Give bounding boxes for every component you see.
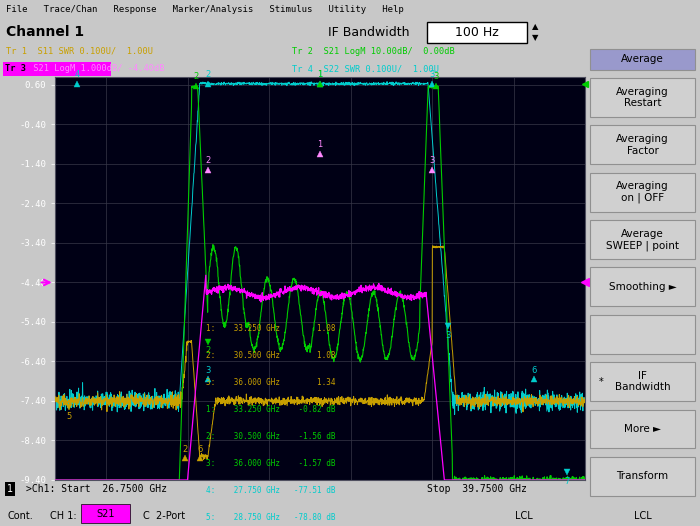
Bar	[589, 220, 695, 259]
Text: 3: 3	[433, 72, 439, 81]
Text: 2: 2	[205, 70, 211, 79]
Text: 1: 1	[7, 484, 13, 494]
Text: 2: 2	[183, 444, 188, 453]
Text: Tr 1  S11 SWR 0.100U/  1.00U: Tr 1 S11 SWR 0.100U/ 1.00U	[6, 47, 153, 56]
Text: 100 Hz: 100 Hz	[455, 26, 498, 39]
Bar	[589, 173, 695, 212]
Text: 1: 1	[317, 70, 323, 79]
Text: 3:    36.000 GHz        1.34: 3: 36.000 GHz 1.34	[206, 378, 335, 387]
Text: 1: 1	[317, 70, 323, 79]
Text: S21: S21	[96, 509, 115, 519]
Text: 1: 1	[317, 140, 323, 149]
Bar	[589, 78, 695, 117]
Bar	[589, 268, 695, 307]
Text: IF Bandwidth: IF Bandwidth	[328, 26, 409, 39]
Bar	[589, 362, 695, 401]
Text: 6: 6	[197, 444, 202, 453]
Text: ▲: ▲	[532, 23, 538, 32]
Text: Averaging
on | OFF: Averaging on | OFF	[616, 181, 668, 204]
Bar	[589, 457, 695, 496]
Text: 2: 2	[193, 72, 198, 81]
Text: Tr 3: Tr 3	[5, 64, 26, 73]
Text: CH 1:: CH 1:	[50, 511, 76, 521]
Text: Transform: Transform	[617, 471, 668, 481]
Text: Averaging
Factor: Averaging Factor	[616, 134, 668, 156]
Text: 5: 5	[66, 412, 72, 421]
Text: ▼: ▼	[532, 34, 538, 43]
Text: Average: Average	[621, 55, 664, 65]
Text: Averaging
Restart: Averaging Restart	[616, 87, 668, 108]
Text: Stop  39.7500 GHz: Stop 39.7500 GHz	[427, 484, 527, 494]
Bar	[589, 410, 695, 449]
Text: >Ch1: Start  26.7500 GHz: >Ch1: Start 26.7500 GHz	[27, 484, 167, 494]
Text: Channel 1: Channel 1	[6, 25, 84, 39]
Text: 2:    30.500 GHz        1.08: 2: 30.500 GHz 1.08	[206, 351, 335, 360]
Bar	[427, 22, 526, 43]
Text: Tr 2  S21 LogM 10.00dB/  0.00dB: Tr 2 S21 LogM 10.00dB/ 0.00dB	[293, 47, 455, 56]
Text: LCL: LCL	[634, 511, 652, 521]
Bar	[589, 126, 695, 165]
Text: 2:    30.500 GHz    -1.56 dB: 2: 30.500 GHz -1.56 dB	[206, 432, 335, 441]
Text: 4: 4	[75, 70, 80, 79]
Text: S21 LogM 1.000dB/ -4.40dB: S21 LogM 1.000dB/ -4.40dB	[28, 64, 164, 73]
Bar	[589, 315, 695, 354]
Text: 3: 3	[205, 366, 211, 375]
Text: File   Trace/Chan   Response   Marker/Analysis   Stimulus   Utility   Help: File Trace/Chan Response Marker/Analysis…	[6, 5, 404, 15]
Text: LCL: LCL	[514, 511, 533, 521]
Text: Smoothing ►: Smoothing ►	[608, 282, 676, 292]
Text: *: *	[598, 377, 603, 387]
Text: IF
Bandwidth: IF Bandwidth	[615, 371, 671, 392]
Text: 3: 3	[429, 70, 435, 79]
Text: 4:    27.750 GHz   -77.51 dB: 4: 27.750 GHz -77.51 dB	[206, 487, 335, 495]
Text: Average
SWEEP | point: Average SWEEP | point	[606, 229, 679, 251]
Text: 5:    28.750 GHz   -78.80 dB: 5: 28.750 GHz -78.80 dB	[206, 513, 335, 522]
Text: 3:    36.000 GHz    -1.57 dB: 3: 36.000 GHz -1.57 dB	[206, 459, 335, 468]
Bar	[80, 504, 130, 523]
Text: 2: 2	[205, 347, 211, 356]
Text: Tr 4  S22 SWR 0.100U/  1.00U: Tr 4 S22 SWR 0.100U/ 1.00U	[293, 64, 440, 73]
Text: 1:    33.250 GHz    -0.82 dB: 1: 33.250 GHz -0.82 dB	[206, 406, 335, 414]
Bar	[589, 49, 695, 70]
Text: Cont.: Cont.	[7, 511, 33, 521]
Text: 3: 3	[429, 156, 435, 165]
Text: 1:    33.250 GHz        1.08: 1: 33.250 GHz 1.08	[206, 325, 335, 333]
Text: 6: 6	[531, 366, 537, 375]
Bar	[3, 62, 111, 76]
Text: More ►: More ►	[624, 424, 661, 434]
Text: 7: 7	[564, 477, 569, 486]
Text: 2: 2	[205, 156, 211, 165]
Text: C  2-Port: C 2-Port	[144, 511, 186, 521]
Text: 3: 3	[446, 331, 451, 340]
